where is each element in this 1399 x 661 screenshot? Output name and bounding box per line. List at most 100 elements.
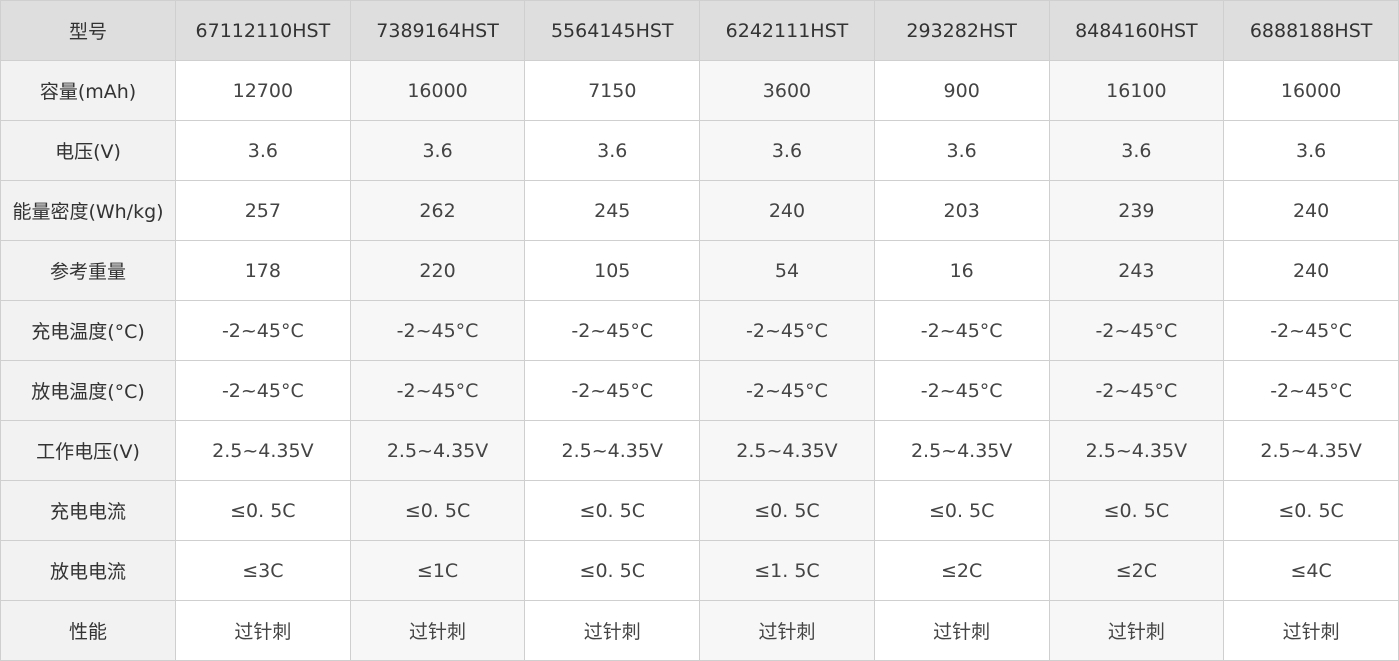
cell: 过针刺 xyxy=(175,600,351,661)
row-label: 放电温度(°C) xyxy=(0,360,176,421)
data-row: 能量密度(Wh/kg) 257 262 245 240 203 239 240 xyxy=(0,180,1399,241)
header-row: 型号 67112110HST 7389164HST 5564145HST 6242111… xyxy=(0,0,1399,61)
data-row: 电压(V) 3.6 3.6 3.6 3.6 3.6 3.6 3.6 xyxy=(0,120,1399,181)
cell: 3.6 xyxy=(699,120,875,181)
cell: 3.6 xyxy=(1048,120,1225,181)
header-cell: 5564145HST xyxy=(524,0,701,61)
cell: -2~45°C xyxy=(349,300,526,361)
header-cell: 293282HST xyxy=(873,0,1050,61)
data-row: 参考重量 178 220 105 54 16 243 240 xyxy=(0,240,1399,301)
row-label: 容量(mAh) xyxy=(0,60,176,121)
cell: 过针刺 xyxy=(524,600,701,661)
cell: -2~45°C xyxy=(1048,300,1225,361)
cell: -2~45°C xyxy=(873,300,1050,361)
cell: 3.6 xyxy=(1223,120,1399,181)
cell: 过针刺 xyxy=(1048,600,1225,661)
cell: 240 xyxy=(1223,180,1399,241)
cell: 16000 xyxy=(349,60,526,121)
cell: 2.5~4.35V xyxy=(175,420,351,481)
cell: ≤0. 5C xyxy=(1048,480,1225,541)
cell: ≤0. 5C xyxy=(175,480,351,541)
cell: 240 xyxy=(1223,240,1399,301)
cell: -2~45°C xyxy=(175,360,351,421)
cell: 2.5~4.35V xyxy=(1223,420,1399,481)
cell: -2~45°C xyxy=(175,300,351,361)
cell: 245 xyxy=(524,180,701,241)
header-cell: 8484160HST xyxy=(1048,0,1225,61)
cell: 7150 xyxy=(524,60,701,121)
cell: ≤0. 5C xyxy=(349,480,526,541)
cell: 12700 xyxy=(175,60,351,121)
cell: -2~45°C xyxy=(1223,360,1399,421)
cell: 900 xyxy=(873,60,1050,121)
cell: 3.6 xyxy=(349,120,526,181)
cell: ≤1C xyxy=(349,540,526,601)
row-label: 充电温度(°C) xyxy=(0,300,176,361)
cell: -2~45°C xyxy=(1223,300,1399,361)
header-cell: 6242111HST xyxy=(699,0,875,61)
row-label: 电压(V) xyxy=(0,120,176,181)
header-cell: 7389164HST xyxy=(349,0,526,61)
cell: ≤0. 5C xyxy=(699,480,875,541)
cell: 105 xyxy=(524,240,701,301)
row-label: 放电电流 xyxy=(0,540,176,601)
cell: 178 xyxy=(175,240,351,301)
cell: 54 xyxy=(699,240,875,301)
data-row: 充电温度(°C) -2~45°C -2~45°C -2~45°C -2~45°C -2~4… xyxy=(0,300,1399,361)
cell: ≤0. 5C xyxy=(524,540,701,601)
cell: -2~45°C xyxy=(524,360,701,421)
cell: 2.5~4.35V xyxy=(349,420,526,481)
cell: 16100 xyxy=(1048,60,1225,121)
data-row: 容量(mAh) 12700 16000 7150 3600 900 16100 16000 xyxy=(0,60,1399,121)
cell: 2.5~4.35V xyxy=(1048,420,1225,481)
data-row: 工作电压(V) 2.5~4.35V 2.5~4.35V 2.5~4.35V 2.5~4.… xyxy=(0,420,1399,481)
data-row: 充电电流 ≤0. 5C ≤0. 5C ≤0. 5C ≤0. 5C ≤0. 5C ≤0. 5C… xyxy=(0,480,1399,541)
data-row: 性能 过针刺 过针刺 过针刺 过针刺 过针刺 过针刺 过针刺 xyxy=(0,600,1399,661)
cell: 16000 xyxy=(1223,60,1399,121)
cell: ≤0. 5C xyxy=(1223,480,1399,541)
data-row: 放电电流 ≤3C ≤1C ≤0. 5C ≤1. 5C ≤2C ≤2C ≤4C xyxy=(0,540,1399,601)
cell: ≤4C xyxy=(1223,540,1399,601)
header-cell: 6888188HST xyxy=(1223,0,1399,61)
cell: 过针刺 xyxy=(873,600,1050,661)
cell: -2~45°C xyxy=(524,300,701,361)
cell: ≤0. 5C xyxy=(873,480,1050,541)
cell: 3600 xyxy=(699,60,875,121)
cell: 16 xyxy=(873,240,1050,301)
cell: ≤2C xyxy=(1048,540,1225,601)
row-label: 性能 xyxy=(0,600,176,661)
cell: ≤3C xyxy=(175,540,351,601)
cell: 243 xyxy=(1048,240,1225,301)
data-row: 放电温度(°C) -2~45°C -2~45°C -2~45°C -2~45°C -2~4… xyxy=(0,360,1399,421)
cell: 240 xyxy=(699,180,875,241)
cell: 3.6 xyxy=(175,120,351,181)
cell: ≤2C xyxy=(873,540,1050,601)
cell: 过针刺 xyxy=(1223,600,1399,661)
cell: 262 xyxy=(349,180,526,241)
cell: 2.5~4.35V xyxy=(699,420,875,481)
cell: -2~45°C xyxy=(699,300,875,361)
cell: -2~45°C xyxy=(873,360,1050,421)
cell: -2~45°C xyxy=(1048,360,1225,421)
cell: 3.6 xyxy=(524,120,701,181)
cell: 过针刺 xyxy=(699,600,875,661)
cell: ≤0. 5C xyxy=(524,480,701,541)
cell: -2~45°C xyxy=(349,360,526,421)
cell: -2~45°C xyxy=(699,360,875,421)
cell: 2.5~4.35V xyxy=(524,420,701,481)
header-cell: 型号 xyxy=(0,0,176,61)
cell: 过针刺 xyxy=(349,600,526,661)
cell: 257 xyxy=(175,180,351,241)
cell: 2.5~4.35V xyxy=(873,420,1050,481)
cell: 3.6 xyxy=(873,120,1050,181)
row-label: 充电电流 xyxy=(0,480,176,541)
row-label: 参考重量 xyxy=(0,240,176,301)
header-cell: 67112110HST xyxy=(175,0,351,61)
cell: 239 xyxy=(1048,180,1225,241)
cell: 220 xyxy=(349,240,526,301)
row-label: 工作电压(V) xyxy=(0,420,176,481)
cell: 203 xyxy=(873,180,1050,241)
